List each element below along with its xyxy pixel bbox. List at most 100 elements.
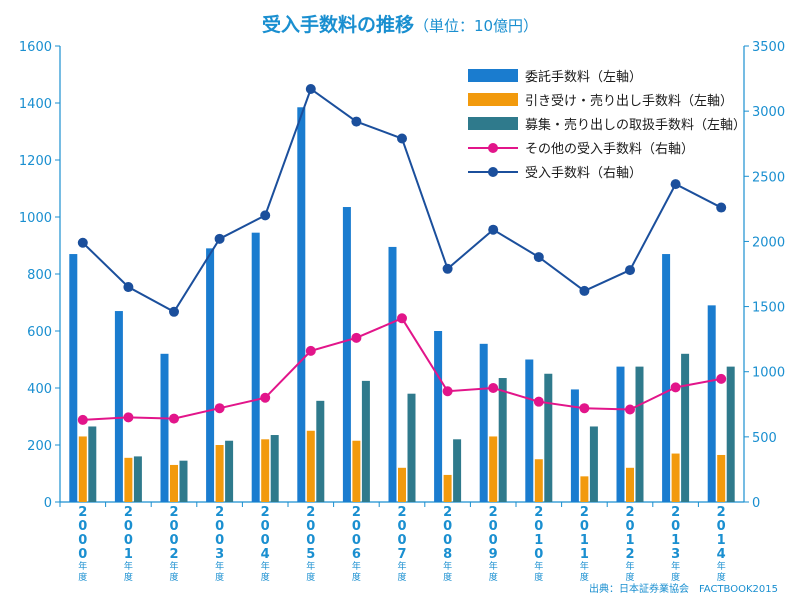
x-tick-label: 2 0 1 2 年度 [625,505,634,583]
bar-underwriting [580,476,589,502]
bar-underwriting [352,440,361,502]
bar-offering [179,460,188,502]
left-y-tick-label: 1600 [19,40,52,55]
x-tick-label: 2 0 1 3 年度 [671,505,680,583]
chart-title-unit: （単位：10億円） [413,17,539,35]
bar-offering [726,366,735,502]
legend-label: その他の受入手数料（右軸） [525,142,694,157]
point-total [397,133,407,144]
point-total [214,233,225,244]
x-tick-label: 2 0 0 6 年度 [352,505,361,583]
left-y-tick-label: 400 [27,382,52,397]
point-total [351,116,362,127]
right-y-tick-label: 500 [752,431,777,446]
right-y-tick-label: 2500 [752,170,785,185]
bar-consignment [570,389,579,502]
chart-title-main: 受入手数料の推移 [261,14,414,36]
bar-offering [133,456,142,502]
legend-label: 募集・売り出しの取扱手数料（左軸） [525,117,746,133]
point-other [260,392,271,403]
bar-consignment [69,254,78,502]
point-total [716,202,727,213]
source-note: 出典：日本証券業協会 FACTBOOK2015 [588,584,778,595]
bar-consignment [616,366,625,502]
x-tick-label: 2 0 0 8 年度 [443,505,452,583]
left-y-tick-label: 1400 [19,97,52,112]
bar-offering [589,426,598,502]
legend-swatch-offering [468,117,518,130]
point-other [169,413,179,424]
point-other [397,313,407,324]
legend-marker-other [488,143,498,153]
bar-underwriting [170,464,178,502]
point-other [77,414,88,425]
legend-swatch-underwriting [468,93,518,106]
bar-offering [544,373,553,502]
chart-title: 受入手数料の推移（単位：10億円） [0,10,800,37]
right-y-tick-label: 3500 [752,40,785,55]
point-total [442,263,453,274]
bar-underwriting [534,459,543,502]
bar-consignment [662,254,671,502]
legend-marker-total [488,167,498,177]
x-tick-label: 2 0 0 2 年度 [169,505,178,583]
point-total [169,306,179,317]
bar-underwriting [626,467,634,502]
bar-consignment [251,232,260,503]
x-tick-label: 2 0 0 4 年度 [261,505,270,583]
bar-consignment [479,343,488,502]
bar-underwriting [261,439,270,502]
point-other [442,386,453,397]
left-y-tick-label: 1200 [19,154,52,169]
point-other [488,383,499,393]
point-other [579,403,590,414]
bar-underwriting [443,474,452,502]
point-other [123,412,134,423]
bar-underwriting [306,430,315,502]
point-total [305,83,316,94]
point-other [305,345,316,356]
bar-underwriting [124,457,133,502]
bar-offering [270,435,279,502]
bar-offering [316,400,325,502]
bar-offering [361,380,370,502]
left-y-tick-label: 0 [44,496,52,511]
x-tick-label: 2 0 1 1 年度 [580,505,589,583]
point-other [670,382,681,393]
point-total [488,224,499,235]
right-y-tick-label: 3000 [752,105,785,120]
x-tick-label: 2 0 0 1 年度 [124,505,133,583]
bar-underwriting [671,453,680,502]
right-y-tick-label: 2000 [752,235,785,250]
left-y-tick-label: 1000 [19,211,52,226]
left-y-tick-label: 600 [27,325,52,340]
bar-consignment [434,331,443,502]
bar-offering [498,378,507,502]
point-total [625,265,635,276]
bar-underwriting [717,454,726,502]
bar-consignment [297,107,306,503]
bar-underwriting [78,436,87,502]
bar-consignment [206,248,215,502]
point-other [533,396,544,407]
point-total [670,179,681,190]
point-total [579,285,590,296]
line-other [82,317,722,421]
bar-consignment [342,207,351,502]
bar-underwriting [215,445,224,502]
legend-label: 受入手数料（右軸） [525,166,642,181]
x-tick-label: 2 0 0 3 年度 [215,505,224,583]
bar-offering [407,393,416,502]
bar-offering [225,440,234,502]
point-other [351,332,362,343]
point-total [533,252,544,263]
bar-underwriting [398,467,406,502]
bar-consignment [707,305,716,502]
x-tick-label: 2 0 0 9 年度 [489,505,498,583]
bar-offering [453,439,462,502]
left-y-tick-label: 200 [27,439,52,454]
x-tick-label: 2 0 1 0 年度 [534,505,543,583]
legend-swatch-consignment [468,69,518,82]
point-other [214,403,225,414]
bar-consignment [160,353,169,502]
